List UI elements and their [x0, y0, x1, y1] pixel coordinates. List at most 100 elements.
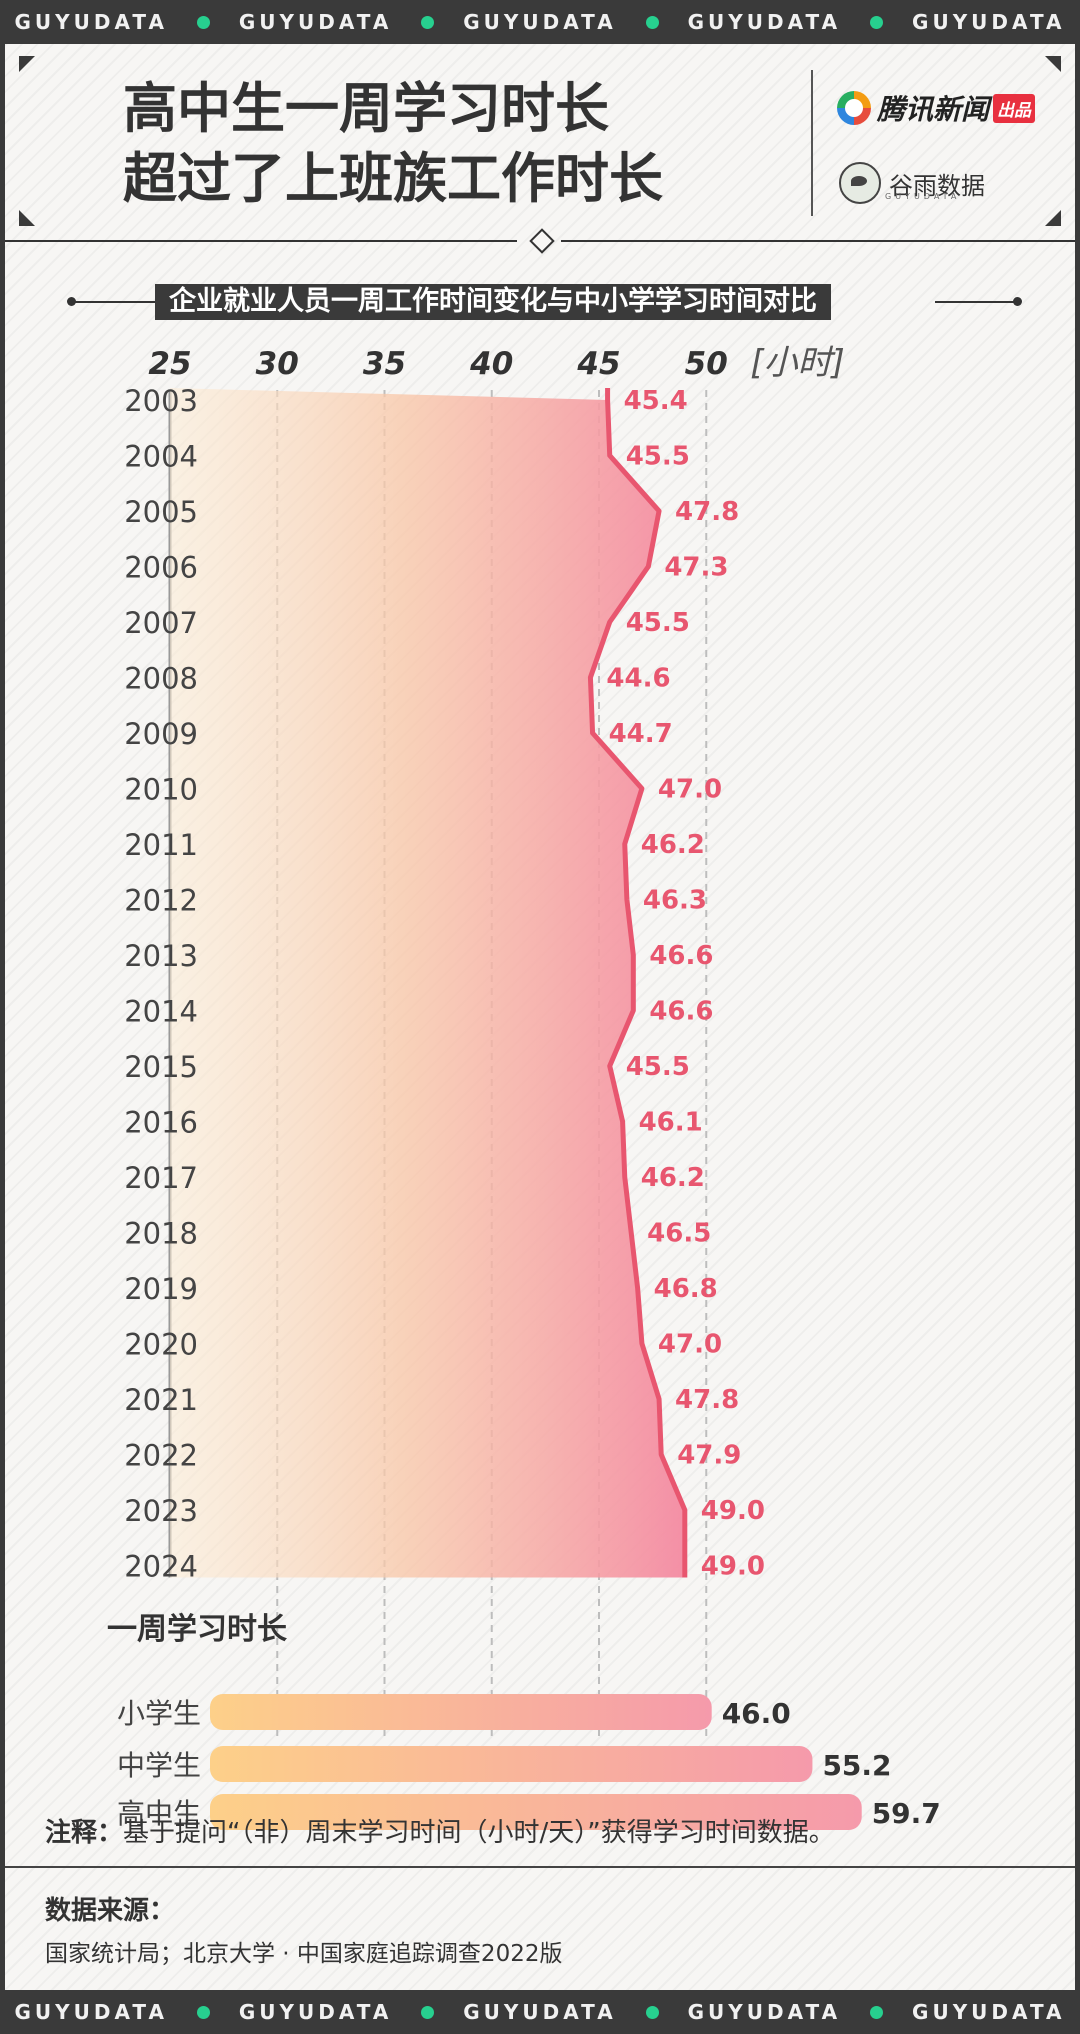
banner-dot-icon — [870, 2005, 884, 2019]
title-line-1: 高中生一周学习时长 — [123, 77, 609, 140]
y-tick-label: 2016 — [124, 1106, 198, 1140]
y-tick-label: 2007 — [124, 606, 198, 640]
y-tick-label: 2019 — [124, 1272, 198, 1306]
banner-text: GUYUDATA — [14, 10, 168, 34]
subtitle-rule-right — [935, 301, 1017, 303]
banner-dot-icon — [645, 2005, 659, 2019]
data-label: 45.5 — [626, 1052, 690, 1082]
source-text: 国家统计局；北京大学 · 中国家庭追踪调查2022版 — [45, 1941, 563, 1967]
y-tick-label: 2020 — [124, 1328, 198, 1362]
y-tick-label: 2004 — [124, 440, 198, 474]
tencent-bell-icon — [837, 91, 871, 125]
header-rule-left — [5, 240, 517, 242]
data-label: 47.8 — [675, 1385, 739, 1415]
brand2-sub: GUYUDATA — [885, 192, 961, 201]
y-tick-label: 2012 — [124, 884, 198, 918]
data-label: 46.6 — [649, 941, 713, 971]
banner-dot-icon — [196, 15, 210, 29]
y-tick-label: 2013 — [124, 939, 198, 973]
guyu-data-logo: 谷雨数据 GUYUDATA — [839, 162, 985, 204]
data-label: 46.6 — [649, 997, 713, 1027]
y-tick-label: 2017 — [124, 1161, 198, 1195]
page-title: 高中生一周学习时长 超过了上班族工作时长 — [123, 74, 663, 214]
title-line-2: 超过了上班族工作时长 — [123, 147, 663, 210]
banner-text: GUYUDATA — [912, 10, 1066, 34]
bar-value-label: 59.7 — [872, 1797, 941, 1830]
y-tick-label: 2021 — [124, 1383, 198, 1417]
data-label: 45.5 — [626, 442, 690, 472]
data-label: 46.1 — [639, 1108, 703, 1138]
data-label: 46.8 — [654, 1274, 718, 1304]
note-text: 基于提问“（非）周末学习时间（小时/天）”获得学习时间数据。 — [123, 1818, 835, 1848]
chart-title: 企业就业人员一周工作时间变化与中小学学习时间对比 — [155, 284, 831, 320]
bar-value-label: 55.2 — [822, 1749, 891, 1782]
data-label: 44.6 — [606, 664, 670, 694]
bar-category-label: 高中生 — [117, 1797, 201, 1830]
y-tick-label: 2011 — [124, 828, 198, 862]
banner-text: GUYUDATA — [687, 2000, 842, 2024]
infographic-card: 高中生一周学习时长 超过了上班族工作时长 腾讯新闻 出品 谷雨数据 GUYUDA… — [5, 44, 1075, 1990]
data-label: 49.0 — [701, 1552, 765, 1582]
top-banner: GUYUDATA GUYUDATA GUYUDATA GUYUDATA GUYUDATA — [0, 0, 1080, 44]
y-tick-label: 2023 — [124, 1494, 198, 1528]
data-label: 46.2 — [641, 1163, 705, 1193]
x-tick-label: 50 — [685, 346, 728, 382]
y-tick-label: 2015 — [124, 1050, 198, 1084]
data-label: 47.0 — [658, 775, 722, 805]
banner-text: GUYUDATA — [238, 10, 393, 34]
banner-text: GUYUDATA — [463, 2000, 617, 2024]
brand2-name: 谷雨数据 — [889, 171, 985, 200]
data-label: 46.5 — [647, 1219, 711, 1249]
header-divider — [811, 70, 813, 216]
x-tick-label: 30 — [256, 346, 299, 382]
y-tick-label: 2003 — [124, 384, 198, 418]
subtitle-dot-right — [1013, 297, 1022, 306]
x-tick-label: 40 — [469, 346, 513, 382]
header: 高中生一周学习时长 超过了上班族工作时长 腾讯新闻 出品 谷雨数据 GUYUDA… — [5, 44, 1075, 242]
tencent-news-logo: 腾讯新闻 出品 — [837, 88, 1036, 128]
bar-value-label: 46.0 — [722, 1697, 791, 1730]
banner-dot-icon — [421, 2005, 435, 2019]
subtitle-rule-left — [71, 301, 157, 303]
data-label: 45.5 — [626, 608, 690, 638]
y-tick-label: 2010 — [124, 773, 198, 807]
x-tick-label: 35 — [363, 346, 406, 382]
banner-text: GUYUDATA — [463, 10, 617, 34]
bar — [210, 1694, 712, 1730]
data-label: 46.3 — [643, 886, 707, 916]
bar-category-label: 中学生 — [117, 1749, 201, 1782]
series-line — [587, 388, 688, 1578]
y-tick-label: 2006 — [124, 551, 198, 585]
banner-dot-icon — [421, 15, 435, 29]
data-label: 45.4 — [624, 386, 688, 416]
header-rule-right — [561, 240, 1075, 242]
bird-icon — [839, 162, 881, 204]
y-tick-label: 2005 — [124, 495, 198, 529]
bar-chart-title: 一周学习时长 — [107, 1612, 287, 1647]
banner-text: GUYUDATA — [14, 2000, 168, 2024]
corner-mark-bottom-right — [1045, 210, 1061, 226]
y-tick-label: 2014 — [124, 995, 198, 1029]
data-label: 47.8 — [675, 497, 739, 527]
y-tick-label: 2009 — [124, 717, 198, 751]
banner-dot-icon — [196, 2005, 210, 2019]
y-tick-label: 2022 — [124, 1439, 198, 1473]
area-fill — [170, 388, 685, 1578]
banner-text: GUYUDATA — [687, 10, 842, 34]
footnote: 注释：基于提问“（非）周末学习时间（小时/天）”获得学习时间数据。 — [45, 1812, 835, 1849]
data-label: 49.0 — [701, 1496, 765, 1526]
data-label: 47.3 — [664, 553, 728, 583]
bar — [210, 1794, 862, 1830]
data-label: 46.2 — [641, 830, 705, 860]
y-tick-label: 2024 — [124, 1550, 198, 1584]
source-label: 数据来源： — [45, 1896, 176, 1926]
chart-canvas: 25 30 35 40 45 50 [小时] 2003 45.4 2004 45.5 2005 47.… — [117, 343, 941, 1830]
note-label: 注释： — [45, 1818, 124, 1848]
banner-dot-icon — [645, 15, 659, 29]
data-label: 44.7 — [609, 719, 673, 749]
data-label: 47.9 — [677, 1441, 741, 1471]
banner-text: GUYUDATA — [912, 2000, 1066, 2024]
brand1-name: 腾讯新闻 — [877, 93, 990, 126]
x-tick-label: 25 — [148, 346, 191, 382]
footer-divider — [5, 1866, 1075, 1868]
